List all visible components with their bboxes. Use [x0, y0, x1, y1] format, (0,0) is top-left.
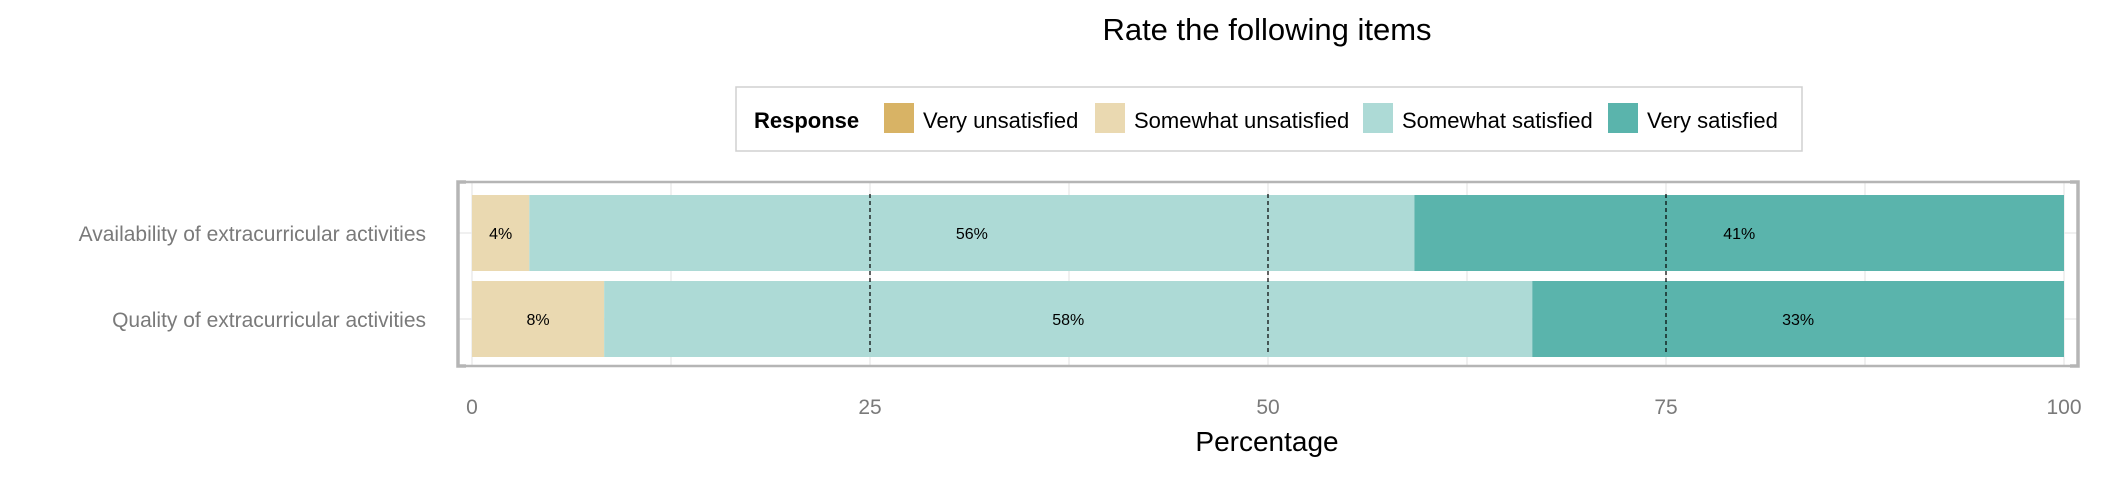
x-tick-label: 25: [858, 396, 881, 419]
legend-item: Somewhat satisfied: [1363, 103, 1593, 133]
bar-segment: [529, 195, 1415, 271]
x-tick-label: 0: [466, 396, 478, 419]
legend-swatch: [884, 103, 914, 133]
bar-segment: [1532, 281, 2064, 357]
legend-swatch: [1095, 103, 1125, 133]
legend-items: Very unsatisfied Somewhat unsatisfied Some…: [884, 103, 1778, 133]
legend-item: Somewhat unsatisfied: [1095, 103, 1349, 133]
data-label: 58%: [1052, 312, 1084, 329]
bars: [472, 195, 2064, 357]
data-labels: 4% 56% 41% 8% 58% 33%: [489, 226, 1814, 329]
legend-swatch: [1608, 103, 1638, 133]
panel-frame: [456, 180, 2080, 368]
category-labels: Availability of extracurricular activiti…: [79, 223, 426, 332]
legend-swatch: [1363, 103, 1393, 133]
data-label: 56%: [956, 226, 988, 243]
legend-label: Very unsatisfied: [923, 108, 1078, 133]
data-label: 4%: [489, 226, 512, 243]
bar-segment: [472, 195, 530, 271]
legend-title: Response: [754, 108, 859, 133]
bar-segment: [1414, 195, 2064, 271]
legend-item: Very satisfied: [1608, 103, 1778, 133]
x-tick-label: 75: [1654, 396, 1677, 419]
legend-label: Somewhat unsatisfied: [1134, 108, 1349, 133]
bar-segment: [604, 281, 1533, 357]
legend-label: Somewhat satisfied: [1402, 108, 1593, 133]
bar-segment: [472, 281, 605, 357]
x-tick-label: 100: [2046, 396, 2081, 419]
plot-area: 4% 56% 41% 8% 58% 33%: [456, 180, 2080, 368]
category-label: Availability of extracurricular activiti…: [79, 223, 426, 246]
data-label: 41%: [1723, 226, 1755, 243]
category-label: Quality of extracurricular activities: [112, 309, 426, 332]
x-tick-labels: 0 25 50 75 100: [466, 396, 2081, 419]
chart-title: Rate the following items: [1102, 12, 1431, 47]
reference-lines: [869, 194, 1667, 354]
data-label: 33%: [1782, 312, 1814, 329]
legend: Response Very unsatisfied Somewhat unsati…: [735, 86, 1803, 152]
legend-label: Very satisfied: [1647, 108, 1778, 133]
x-tick-label: 50: [1256, 396, 1279, 419]
legend-item: Very unsatisfied: [884, 103, 1078, 133]
x-axis-title: Percentage: [1195, 426, 1338, 457]
data-label: 8%: [527, 312, 550, 329]
